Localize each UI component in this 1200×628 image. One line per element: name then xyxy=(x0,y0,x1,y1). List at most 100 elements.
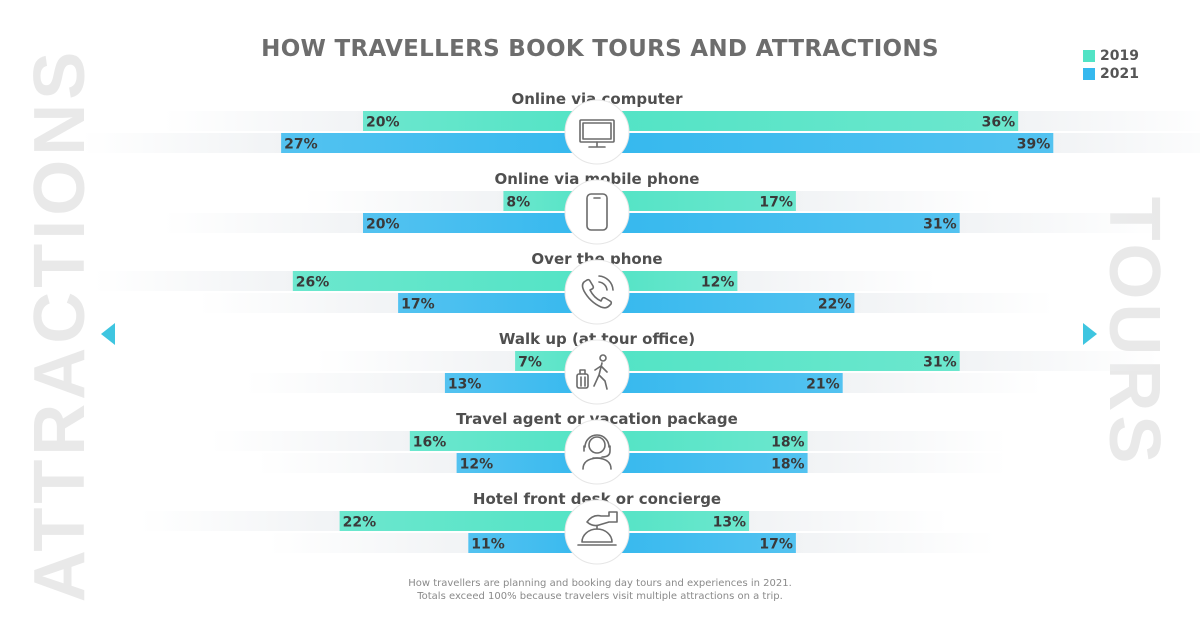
walking-traveller-icon xyxy=(576,354,608,390)
footnote-line-1: How travellers are planning and booking … xyxy=(408,578,792,589)
icon-badge xyxy=(564,179,630,245)
category-label: Walk up (at tour office) xyxy=(499,330,695,348)
value-label-left-2021: 13% xyxy=(448,377,482,393)
category-group: Over the phone 26% 12% 17% 22% xyxy=(92,250,1055,325)
value-label-left-2019: 8% xyxy=(506,195,530,211)
bar-right-2021 xyxy=(597,533,796,553)
bar-right-2019 xyxy=(597,271,738,291)
reception-bell-icon xyxy=(577,511,618,546)
bar-track-left xyxy=(303,191,504,211)
bar-right-2021 xyxy=(597,213,960,233)
bar-track-right xyxy=(737,271,938,291)
category-label: Hotel front desk or concierge xyxy=(473,490,721,508)
value-label-left-2019: 26% xyxy=(296,275,330,291)
bar-track-left xyxy=(209,431,410,451)
bar-track-left xyxy=(256,453,457,473)
icon-badge xyxy=(564,499,630,565)
category-group: Travel agent or vacation package 16% 18% 12… xyxy=(209,410,1008,485)
bar-track-right xyxy=(749,511,950,531)
category-label: Travel agent or vacation package xyxy=(456,410,738,428)
value-label-right-2019: 36% xyxy=(982,115,1016,131)
bar-left-2019 xyxy=(363,111,597,131)
bar-right-2019 xyxy=(597,111,1019,131)
value-label-left-2019: 22% xyxy=(343,515,377,531)
legend-item-2021: 2021 xyxy=(1083,65,1139,83)
bar-track-left xyxy=(198,293,399,313)
chart-title: HOW TRAVELLERS BOOK TOURS AND ATTRACTION… xyxy=(261,36,939,62)
bar-left-2021 xyxy=(468,533,597,553)
category-label: Online via computer xyxy=(511,90,683,108)
arrow-right-icon xyxy=(1083,323,1097,345)
value-label-left-2021: 12% xyxy=(460,457,494,473)
value-label-right-2021: 39% xyxy=(1017,137,1051,153)
bar-left-2021 xyxy=(398,293,597,313)
travel-agent-headset-icon xyxy=(582,434,612,470)
bar-left-2019 xyxy=(292,271,597,291)
value-label-left-2021: 27% xyxy=(284,137,318,153)
bar-right-2019 xyxy=(597,511,750,531)
icon-badge xyxy=(564,339,630,405)
bar-right-2021 xyxy=(597,133,1054,153)
legend-item-2019: 2019 xyxy=(1083,47,1139,65)
value-label-right-2021: 21% xyxy=(806,377,840,393)
value-label-left-2019: 20% xyxy=(366,115,400,131)
icon-badge xyxy=(564,259,630,325)
bar-track-right xyxy=(959,351,1160,371)
bar-right-2021 xyxy=(597,453,808,473)
bar-track-left xyxy=(163,111,363,131)
phone-call-icon xyxy=(581,275,614,309)
value-label-left-2019: 7% xyxy=(518,355,542,371)
bar-track-right xyxy=(807,431,1008,451)
bar-left-2021 xyxy=(281,133,597,153)
bar-track-right xyxy=(854,293,1055,313)
bar-left-2019 xyxy=(339,511,597,531)
value-label-right-2021: 22% xyxy=(818,297,852,313)
bar-left-2021 xyxy=(363,213,597,233)
icon-badge xyxy=(564,99,630,165)
bar-track-right xyxy=(1053,133,1200,153)
value-label-left-2021: 11% xyxy=(471,537,505,553)
category-label: Over the phone xyxy=(531,250,662,268)
bar-track-right xyxy=(795,533,996,553)
footnote-line-2: Totals exceed 100% because travelers vis… xyxy=(417,591,783,602)
computer-monitor-icon xyxy=(579,119,615,148)
bar-right-2021 xyxy=(597,373,843,393)
bar-track-right xyxy=(842,373,1043,393)
value-label-right-2019: 12% xyxy=(701,275,735,291)
bar-right-2021 xyxy=(597,293,855,313)
bar-track-left xyxy=(81,133,282,153)
mobile-phone-icon xyxy=(586,193,608,231)
bar-track-left xyxy=(244,373,445,393)
category-label: Online via mobile phone xyxy=(495,170,700,188)
value-label-right-2019: 13% xyxy=(713,515,747,531)
category-group: Online via mobile phone 8% 17% 20% 31% xyxy=(163,170,1160,245)
legend-swatch-2019 xyxy=(1083,50,1095,62)
bar-track-left xyxy=(139,511,340,531)
footnote: How travellers are planning and booking … xyxy=(0,577,1200,603)
bar-track-right xyxy=(1018,111,1200,131)
legend-label-2019: 2019 xyxy=(1100,48,1139,64)
value-label-right-2021: 31% xyxy=(923,217,957,233)
value-label-right-2019: 18% xyxy=(771,435,805,451)
legend-label-2021: 2021 xyxy=(1100,66,1139,82)
bar-track-left xyxy=(268,533,469,553)
value-label-right-2019: 17% xyxy=(759,195,793,211)
bar-track-right xyxy=(959,213,1160,233)
category-group: Hotel front desk or concierge 22% 13% 11% 17… xyxy=(139,490,996,565)
value-label-right-2021: 17% xyxy=(759,537,793,553)
bar-track-right xyxy=(807,453,1008,473)
bar-right-2019 xyxy=(597,191,796,211)
value-label-right-2021: 18% xyxy=(771,457,805,473)
bar-track-left xyxy=(163,213,363,233)
legend: 2019 2021 xyxy=(1083,47,1139,83)
bar-track-left xyxy=(315,351,516,371)
value-label-left-2021: 17% xyxy=(401,297,435,313)
category-group: Online via computer 20% 36% 27% 39% xyxy=(81,90,1200,165)
bar-right-2019 xyxy=(597,431,808,451)
arrow-left-icon xyxy=(101,323,115,345)
bar-left-2019 xyxy=(409,431,597,451)
bar-left-2021 xyxy=(456,453,597,473)
icon-badge xyxy=(564,419,630,485)
bar-right-2019 xyxy=(597,351,960,371)
